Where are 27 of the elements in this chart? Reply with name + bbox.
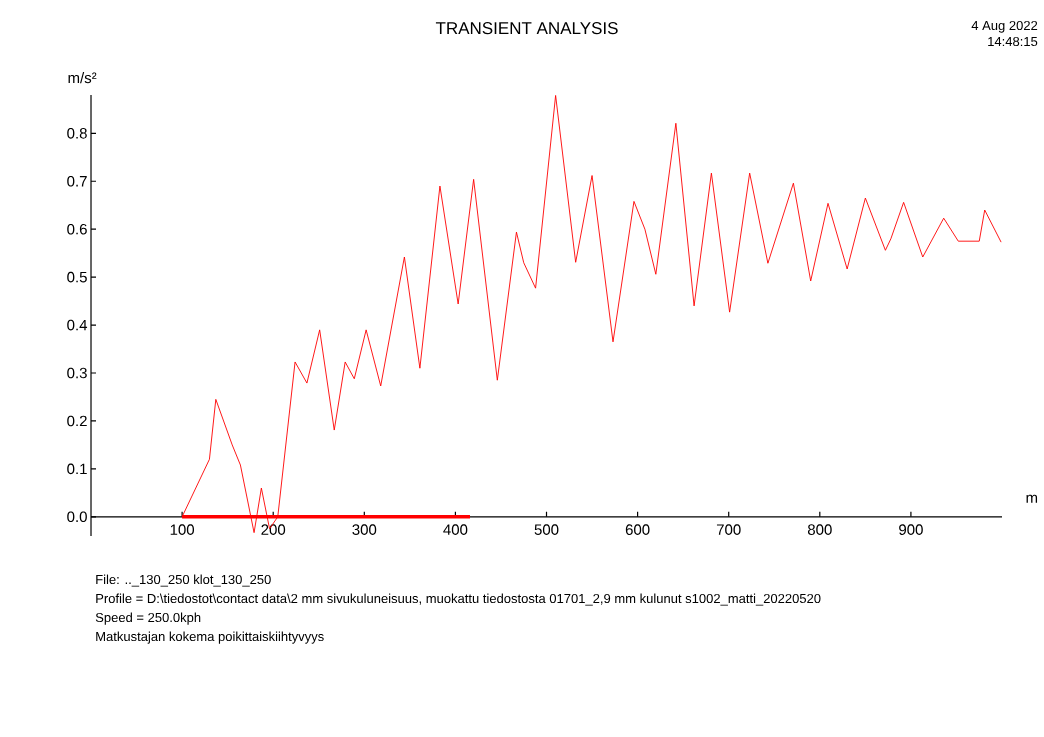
y-tick-label: 0.4 <box>67 319 88 331</box>
x-axis-title: m <box>1026 494 1038 503</box>
x-tick-label: 600 <box>625 524 650 535</box>
x-tick-label: 500 <box>534 524 559 535</box>
text: Speed = 250.0kph <box>95 612 201 625</box>
y-tick-label: 0.7 <box>67 175 87 187</box>
x-tick-label: 400 <box>443 524 468 535</box>
x-tick-label: 900 <box>899 524 923 535</box>
x-tick-label: 300 <box>352 524 377 535</box>
y-tick-label: 0.3 <box>67 367 87 379</box>
text: Matkustajan kokema poikittaiskiihtyvyys <box>96 631 324 644</box>
y-tick-label: 0.2 <box>67 415 87 427</box>
chart-title: TRANSIENT ANALYSIS <box>435 22 618 35</box>
text: 4 Aug 2022 <box>971 20 1038 33</box>
x-tick-label: 800 <box>807 524 832 535</box>
y-tick-label: 0.8 <box>67 128 87 139</box>
y-tick-label: 0.0 <box>67 511 87 523</box>
text: Profile = D:\tiedostot\contact data\2 mm sivukuluneisuus, muokattu tiedostosta 01701_2,9 mm kulunut s1002_matti_20220520 <box>96 593 821 606</box>
y-tick-label: 0.6 <box>67 223 87 235</box>
y-tick-label: 0.5 <box>67 271 87 283</box>
x-tick-label: 100 <box>170 524 195 535</box>
text: File: .._130_250 klot_130_250 <box>96 574 271 587</box>
text: 14:48:15 <box>988 36 1038 47</box>
x-tick-label: 200 <box>261 524 286 535</box>
y-tick-label: 0.1 <box>67 463 87 475</box>
y-axis-title: m/s² <box>68 72 97 84</box>
x-tick-label: 700 <box>716 524 741 535</box>
